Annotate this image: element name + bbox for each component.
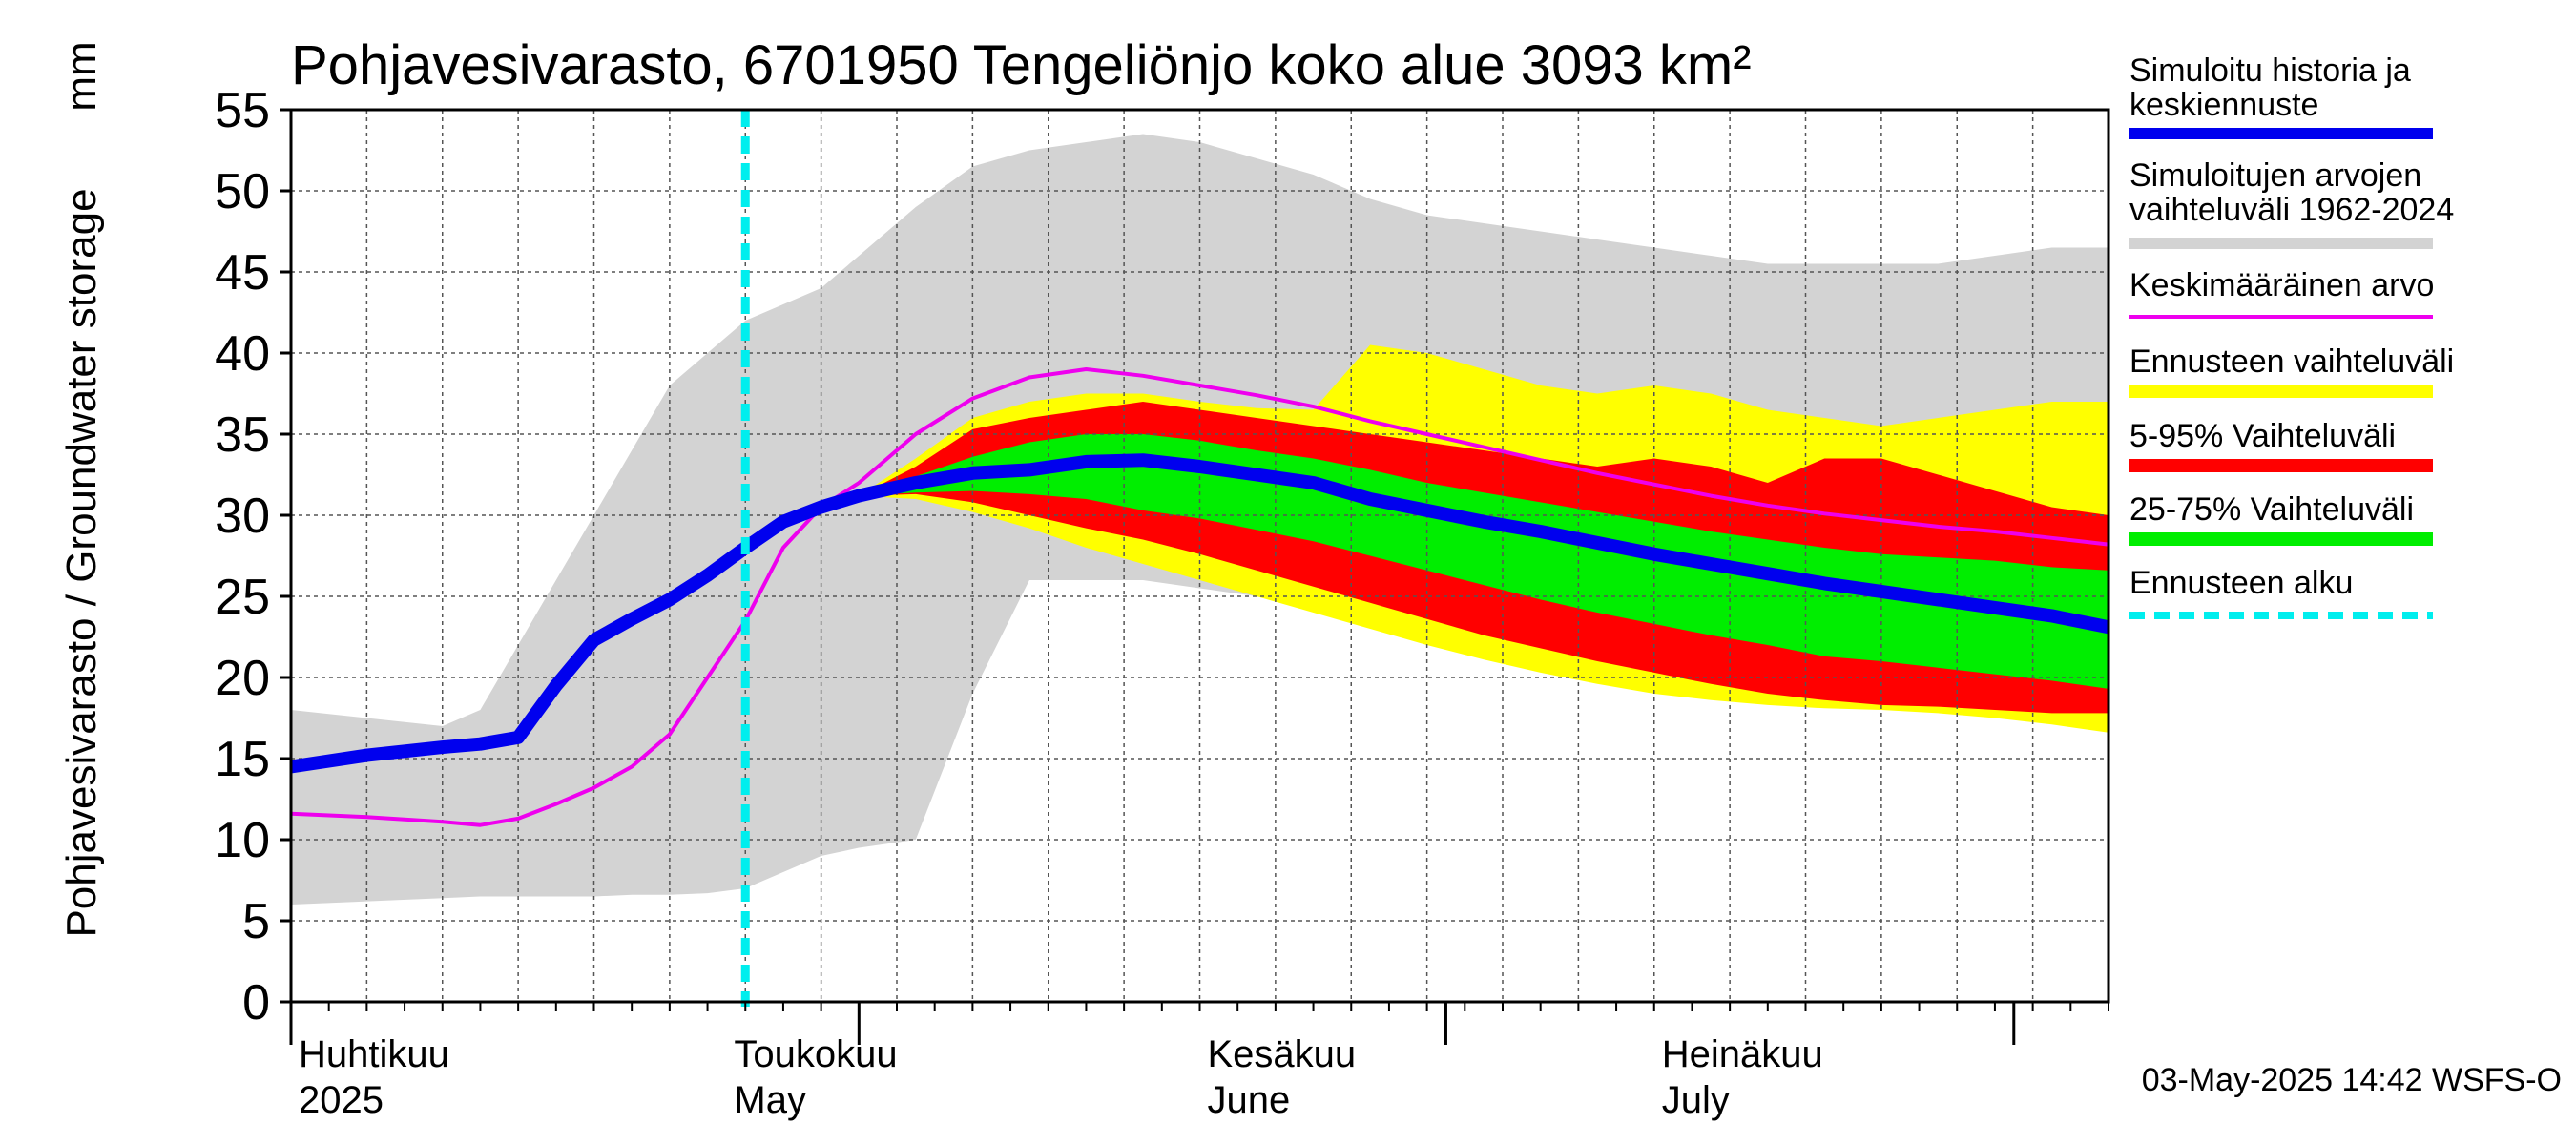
y-tick-label: 15 [215,732,270,787]
p25-p75-band [859,434,2109,689]
y-tick-label: 25 [215,570,270,625]
legend-label: Ennusteen vaihteluväli [2129,344,2454,380]
y-tick-label: 35 [215,407,270,463]
legend-label: vaihteluväli 1962-2024 [2129,192,2454,228]
y-tick-label: 30 [215,489,270,544]
y-tick-label: 5 [242,894,270,949]
legend-label: Simuloitu historia ja [2129,52,2411,89]
legend-label: 5-95% Vaihteluväli [2129,418,2396,454]
chart-title: Pohjavesivarasto, 6701950 Tengeliönjo ko… [291,34,1752,96]
timestamp-footer: 03-May-2025 14:42 WSFS-O [2142,1062,2562,1098]
plot-area: 0510152025303540455055Huhtikuu2025Toukok… [215,83,2110,1121]
y-tick-label: 55 [215,83,270,138]
x-month-label-fi: Kesäkuu [1208,1033,1357,1075]
y-axis-unit: mm [58,41,105,111]
y-tick-label: 10 [215,813,270,868]
x-month-label-en: May [734,1079,806,1121]
x-month-label-en: 2025 [299,1079,384,1121]
legend-label: 25-75% Vaihteluväli [2129,491,2414,528]
legend-label: Ennusteen alku [2129,565,2353,601]
legend-label: Simuloitujen arvojen [2129,157,2421,194]
simulated-forecast-line [289,453,2110,774]
mean-value-line [290,367,2109,827]
x-month-label-en: June [1208,1079,1291,1121]
x-month-label-fi: Toukokuu [734,1033,897,1075]
y-tick-label: 40 [215,326,270,382]
legend-label: Keskimääräinen arvo [2129,267,2434,303]
y-tick-label: 45 [215,245,270,301]
y-tick-label: 20 [215,651,270,706]
x-month-label-en: July [1662,1079,1730,1121]
y-tick-label: 50 [215,164,270,219]
y-tick-label: 0 [242,975,270,1030]
legend-label: keskiennuste [2129,87,2318,123]
x-month-label-fi: Heinäkuu [1662,1033,1823,1075]
y-axis-label: Pohjavesivarasto / Groundwater storage [58,188,105,937]
x-month-label-fi: Huhtikuu [299,1033,449,1075]
